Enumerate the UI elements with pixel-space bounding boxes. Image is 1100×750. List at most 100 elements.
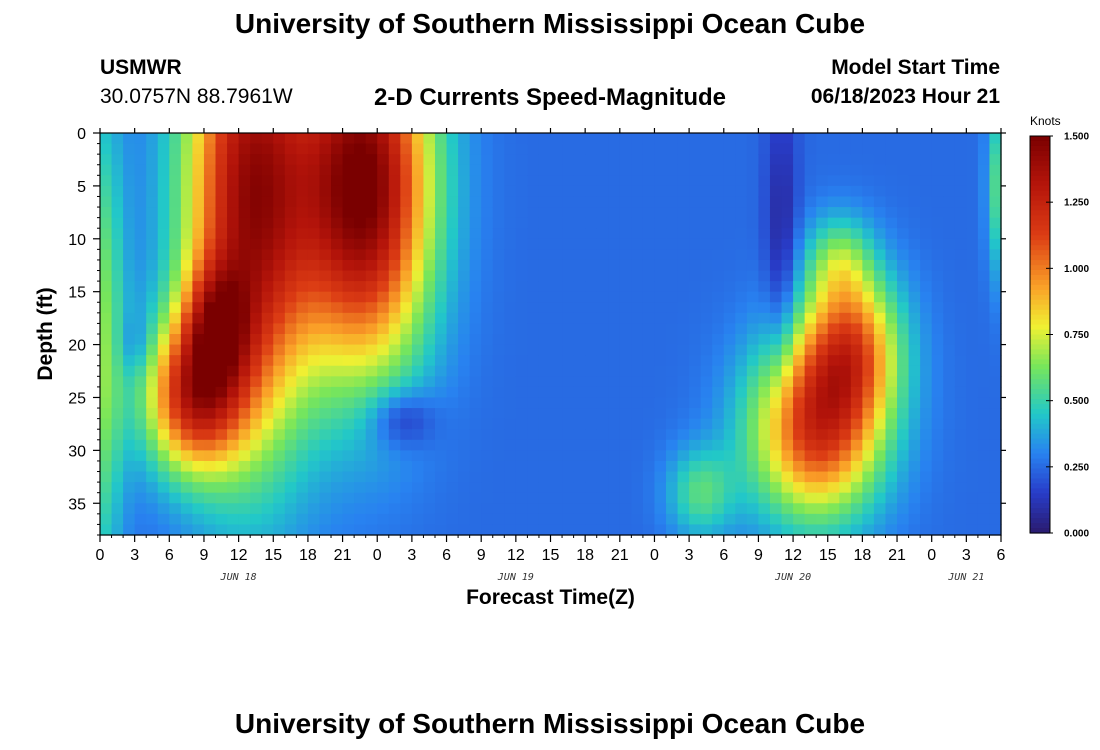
- heat-cell: [157, 302, 170, 314]
- heat-cell: [793, 228, 806, 240]
- heat-cell: [804, 281, 817, 293]
- heat-cell: [492, 429, 505, 441]
- heat-cell: [816, 513, 829, 526]
- heat-cell: [469, 482, 482, 494]
- heat-cell: [134, 259, 147, 272]
- heat-cell: [989, 217, 1002, 229]
- heat-cell: [642, 450, 656, 462]
- heat-cell: [388, 513, 401, 526]
- heat-cell: [273, 185, 286, 198]
- heat-cell: [146, 154, 159, 166]
- heat-cell: [458, 175, 471, 187]
- heat-cell: [123, 376, 136, 388]
- heat-cell: [319, 217, 332, 229]
- heat-cell: [354, 513, 367, 526]
- heat-cell: [342, 524, 355, 536]
- heat-cell: [562, 376, 575, 388]
- heat-cell: [146, 439, 159, 451]
- heat-cell: [377, 386, 390, 399]
- heat-cell: [111, 196, 124, 208]
- heat-cell: [804, 386, 817, 399]
- heat-cell: [689, 439, 702, 451]
- heat-cell: [931, 418, 944, 430]
- heat-cell: [689, 334, 702, 346]
- heat-cell: [469, 133, 482, 145]
- heat-cell: [827, 460, 840, 473]
- heat-cell: [180, 365, 194, 377]
- heat-cell: [423, 133, 436, 145]
- heat-cell: [897, 492, 910, 504]
- heat-cell: [377, 185, 390, 198]
- heat-cell: [966, 291, 979, 303]
- heat-cell: [654, 259, 667, 272]
- heat-cell: [481, 386, 494, 399]
- heat-cell: [804, 376, 817, 388]
- heat-cell: [134, 302, 147, 314]
- colorbar-swatch: [1030, 344, 1050, 350]
- heat-cell: [261, 259, 274, 272]
- heat-cell: [365, 482, 378, 494]
- heat-cell: [769, 238, 783, 250]
- heat-cell: [700, 259, 713, 272]
- heat-cell: [654, 471, 667, 483]
- heat-cell: [769, 217, 783, 229]
- heat-cell: [816, 460, 829, 473]
- heat-cell: [746, 323, 760, 335]
- heat-cell: [920, 334, 933, 346]
- heat-cell: [596, 334, 609, 346]
- heat-cell: [261, 344, 274, 356]
- heat-cell: [712, 154, 725, 166]
- heat-cell: [527, 302, 540, 314]
- heat-cell: [816, 217, 829, 229]
- heat-cell: [723, 397, 736, 409]
- heat-cell: [481, 249, 494, 261]
- heat-cell: [180, 344, 194, 356]
- heat-cell: [123, 365, 136, 377]
- heat-cell: [227, 323, 240, 335]
- heat-cell: [215, 217, 228, 229]
- heat-cell: [377, 270, 390, 282]
- heat-cell: [735, 259, 748, 272]
- heat-cell: [850, 482, 863, 494]
- heat-cell: [920, 281, 933, 293]
- heat-cell: [192, 386, 205, 399]
- heat-cell: [284, 355, 297, 367]
- heat-cell: [666, 513, 679, 526]
- heat-cell: [134, 386, 147, 399]
- heat-cell: [608, 228, 621, 240]
- heat-cell: [192, 355, 205, 367]
- heat-cell: [677, 482, 690, 494]
- heat-cell: [596, 270, 609, 282]
- heat-cell: [885, 365, 898, 377]
- heat-cell: [261, 291, 274, 303]
- heat-cell: [585, 471, 598, 483]
- heat-cell: [342, 439, 355, 451]
- heat-cell: [977, 439, 991, 451]
- heat-cell: [839, 323, 852, 335]
- heat-cell: [758, 323, 771, 335]
- heat-cell: [585, 524, 598, 536]
- heat-cell: [331, 450, 344, 462]
- heat-cell: [989, 471, 1002, 483]
- heat-cell: [839, 281, 852, 293]
- heat-cell: [642, 418, 656, 430]
- heat-cell: [850, 312, 863, 325]
- heat-cell: [885, 439, 898, 451]
- heat-cell: [273, 408, 286, 420]
- heat-cell: [331, 408, 344, 420]
- heat-cell: [331, 355, 344, 367]
- heat-cell: [284, 386, 297, 399]
- x-tick-label: 9: [754, 547, 763, 564]
- heat-cell: [573, 450, 586, 462]
- heat-cell: [839, 334, 852, 346]
- heat-cell: [966, 238, 979, 250]
- heat-cell: [735, 439, 748, 451]
- heat-cell: [746, 270, 760, 282]
- heat-cell: [469, 185, 482, 198]
- heat-cell: [261, 482, 274, 494]
- heat-cell: [862, 365, 875, 377]
- heat-cell: [931, 450, 944, 462]
- heat-cell: [203, 492, 217, 504]
- heat-cell: [666, 344, 679, 356]
- heat-cell: [296, 334, 309, 346]
